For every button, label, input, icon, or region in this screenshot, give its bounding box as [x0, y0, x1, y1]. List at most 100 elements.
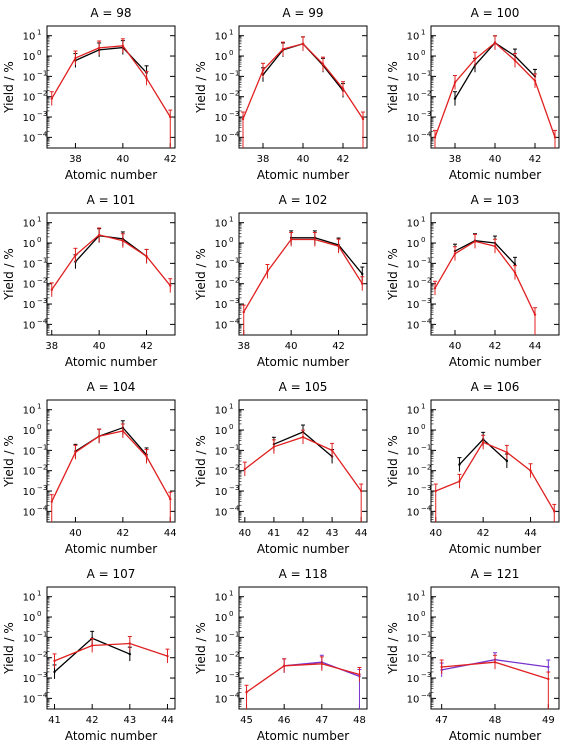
y-tick-label: 10: [23, 593, 36, 604]
data-point: [241, 117, 245, 121]
y-tick-label-exponent: 0: [421, 610, 425, 618]
x-tick-label: 42: [297, 528, 310, 539]
y-tick-label-exponent: 0: [421, 423, 425, 431]
y-tick-label: 10: [23, 613, 36, 624]
data-point: [361, 117, 365, 121]
x-axis-label: Atomic number: [65, 729, 157, 743]
y-tick-label: 10: [215, 93, 228, 104]
data-point: [53, 659, 56, 663]
y-tick-label-exponent: −3: [421, 297, 431, 305]
y-tick-label: 10: [215, 633, 228, 644]
plot-frame: [238, 399, 368, 523]
y-tick-label: 10: [215, 32, 228, 43]
y-axis-label: Yield / %: [386, 435, 400, 488]
data-point: [145, 455, 148, 458]
data-point: [50, 288, 53, 292]
data-point: [453, 97, 457, 100]
plot-frame: [238, 586, 368, 710]
data-point: [453, 252, 457, 255]
data-point: [533, 313, 537, 316]
y-tick-label-exponent: −1: [37, 630, 47, 638]
y-tick-label: 10: [215, 259, 228, 270]
y-axis-label: Yield / %: [194, 622, 208, 675]
data-point: [121, 239, 125, 242]
y-tick-label: 10: [407, 613, 420, 624]
y-axis-label: Yield / %: [386, 622, 400, 675]
y-tick-label: 10: [215, 72, 228, 83]
data-point: [458, 463, 461, 466]
y-tick-label: 10: [23, 320, 36, 331]
y-tick-label-exponent: −3: [37, 297, 47, 305]
y-tick-label: 10: [215, 593, 228, 604]
y-axis-label: Yield / %: [194, 435, 208, 488]
y-tick-label: 10: [23, 426, 36, 437]
chart-title: A = 106: [471, 380, 520, 394]
y-tick-label-exponent: −4: [37, 130, 48, 138]
x-tick-label: 48: [353, 715, 366, 726]
y-tick-label: 10: [23, 487, 36, 498]
data-point: [128, 652, 132, 656]
data-point: [282, 664, 286, 667]
y-tick-label: 10: [23, 259, 36, 270]
data-point: [453, 81, 457, 84]
data-point: [169, 115, 172, 119]
data-point: [440, 665, 443, 669]
y-tick-label: 10: [23, 280, 36, 291]
y-tick-label: 10: [215, 320, 228, 331]
data-point: [553, 510, 556, 513]
x-axis-label: Atomic number: [65, 355, 157, 369]
x-tick-label: 40: [238, 528, 251, 539]
data-point: [505, 451, 509, 454]
x-tick-label: 47: [315, 715, 328, 726]
y-tick-label: 10: [407, 52, 420, 63]
y-tick-label-exponent: −2: [37, 90, 47, 98]
y-axis-label: Yield / %: [386, 248, 400, 301]
y-tick-label-exponent: −1: [229, 443, 239, 451]
data-point: [245, 691, 248, 694]
data-point: [458, 480, 461, 483]
data-point: [281, 47, 285, 51]
x-tick-label: 40: [449, 341, 462, 352]
y-axis-label: Yield / %: [2, 248, 16, 301]
data-point: [358, 673, 361, 676]
x-tick-label: 42: [337, 154, 350, 165]
x-tick-label: 42: [116, 528, 129, 539]
data-point: [553, 136, 557, 139]
y-tick-label-exponent: −3: [37, 484, 47, 492]
y-tick-label: 10: [23, 32, 36, 43]
y-tick-label-exponent: 1: [229, 29, 233, 37]
y-tick-label: 10: [23, 93, 36, 104]
data-point: [97, 233, 101, 237]
data-point: [242, 310, 245, 314]
x-tick-label: 42: [164, 154, 177, 165]
y-tick-label-exponent: 1: [229, 216, 233, 224]
y-tick-label-exponent: −2: [229, 651, 239, 659]
y-tick-label: 10: [407, 507, 420, 518]
y-tick-label: 10: [23, 239, 36, 250]
x-axis-label: Atomic number: [257, 168, 349, 182]
series-line: [51, 234, 171, 291]
y-tick-label-exponent: 0: [421, 49, 425, 57]
y-tick-label-exponent: −3: [421, 484, 431, 492]
chart-title: A = 107: [87, 567, 136, 581]
y-tick-label-exponent: −4: [229, 130, 240, 138]
plot-frame: [238, 212, 368, 336]
y-tick-label: 10: [407, 674, 420, 685]
y-tick-label: 10: [407, 694, 420, 705]
y-tick-label-exponent: 0: [37, 49, 41, 57]
data-point: [272, 445, 276, 448]
y-tick-label: 10: [215, 133, 228, 144]
y-tick-label: 10: [215, 406, 228, 417]
data-point: [169, 497, 172, 501]
y-tick-label: 10: [407, 93, 420, 104]
y-tick-label-exponent: −2: [421, 651, 431, 659]
plot-frame: [430, 399, 560, 523]
data-point: [341, 87, 345, 90]
